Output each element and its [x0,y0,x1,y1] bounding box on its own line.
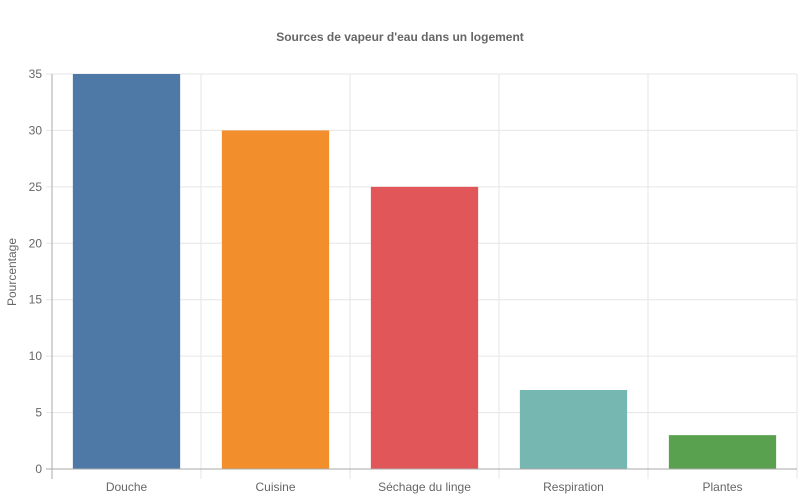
y-tick-label: 5 [35,406,42,420]
chart-title: Sources de vapeur d'eau dans un logement [276,30,524,44]
bar [72,74,181,469]
y-tick-label: 25 [29,180,43,194]
bar [519,390,628,469]
y-tick-label: 20 [29,236,43,250]
bar [668,435,777,469]
x-tick-label: Douche [106,480,148,494]
y-tick-label: 10 [29,349,43,363]
y-tick-label: 35 [29,67,43,81]
tick-labels: 0 5 10 15 20 25 30 35 Douche Cuisine Séchage du li… [29,67,743,494]
x-tick-label: Cuisine [255,480,295,494]
bar [370,186,479,469]
y-tick-label: 15 [29,293,43,307]
y-tick-label: 0 [35,462,42,476]
bars [72,74,777,469]
x-tick-label: Plantes [702,480,742,494]
bar [221,130,330,469]
y-tick-label: 30 [29,123,43,137]
x-tick-label: Respiration [543,480,604,494]
axes [46,74,797,479]
x-tick-label: Séchage du linge [378,480,471,494]
